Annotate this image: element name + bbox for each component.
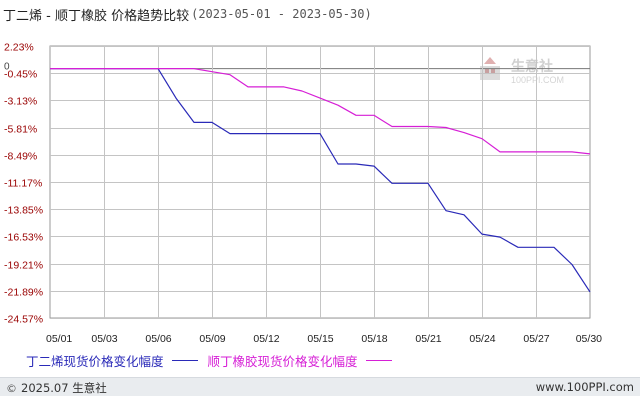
y-tick-label: -3.13% (4, 96, 37, 108)
legend-label-br: 顺丁橡胶现货价格变化幅度 (207, 353, 358, 369)
date-range: (2023-05-01 - 2023-05-30) (191, 7, 372, 21)
footer-copyright: © 2025.07 生意社 (6, 380, 107, 396)
x-tick-label: 05/06 (145, 333, 171, 345)
x-tick-label: 05/21 (415, 333, 441, 345)
y-tick-label: -16.53% (4, 232, 43, 244)
line-chart: 生意社 100PPI.COM 2.23% -0.45% -3.13% -5.81% -8… (4, 42, 602, 346)
x-tick-label: 05/03 (91, 333, 117, 345)
y-tick-label: -5.81% (4, 124, 37, 136)
chart-title-row: 丁二烯 - 顺丁橡胶 价格趋势比较 (2023-05-01 - 2023-05-… (3, 3, 372, 25)
x-tick-label: 05/12 (253, 333, 279, 345)
copyright-icon: © (6, 381, 17, 395)
y-tick-label: -24.57% (4, 314, 43, 326)
watermark-logo: 生意社 100PPI.COM (480, 57, 564, 85)
x-tick-label: 05/24 (469, 333, 495, 345)
watermark-url: 100PPI.COM (511, 75, 564, 85)
footer-bar: © 2025.07 生意社 www.100PPI.com (0, 377, 640, 396)
x-tick-label: 05/18 (361, 333, 387, 345)
y-tick-label: -11.17% (4, 178, 42, 190)
chart-title: 丁二烯 - 顺丁橡胶 价格趋势比较 (3, 8, 190, 24)
x-tick-label: 05/15 (307, 333, 333, 345)
y-tick-label: -8.49% (4, 151, 37, 163)
y-tick-label: -19.21% (4, 260, 43, 272)
series-line-br (50, 68, 591, 155)
axes: 2.23% -0.45% -3.13% -5.81% -8.49% -11.17% -13.… (4, 42, 602, 346)
legend-label-butadiene: 丁二烯现货价格变化幅度 (26, 353, 164, 369)
y-tick-label: -0.45% (4, 69, 37, 81)
x-tick-label: 05/27 (523, 333, 549, 345)
x-tick-label: 05/30 (576, 333, 602, 345)
legend-item-butadiene: 丁二烯现货价格变化幅度 (26, 351, 198, 370)
grid (49, 45, 591, 319)
legend: 丁二烯现货价格变化幅度 顺丁橡胶现货价格变化幅度 (26, 349, 402, 371)
footer-site-link[interactable]: www.100PPI.com (535, 380, 634, 394)
copyright-text: 2025.07 生意社 (21, 381, 107, 395)
x-tick-label: 05/09 (199, 333, 225, 345)
legend-swatch-butadiene (171, 359, 198, 361)
y-tick-label: 2.23% (4, 42, 34, 54)
legend-swatch-br (365, 359, 392, 361)
legend-item-br: 顺丁橡胶现货价格变化幅度 (208, 351, 392, 370)
y-tick-label: -21.89% (4, 287, 43, 299)
x-tick-label: 05/01 (46, 333, 72, 345)
watermark-name: 生意社 (511, 58, 553, 74)
y-tick-label: -13.85% (4, 205, 43, 217)
series (50, 68, 591, 293)
zero-label: 0 (4, 62, 10, 73)
